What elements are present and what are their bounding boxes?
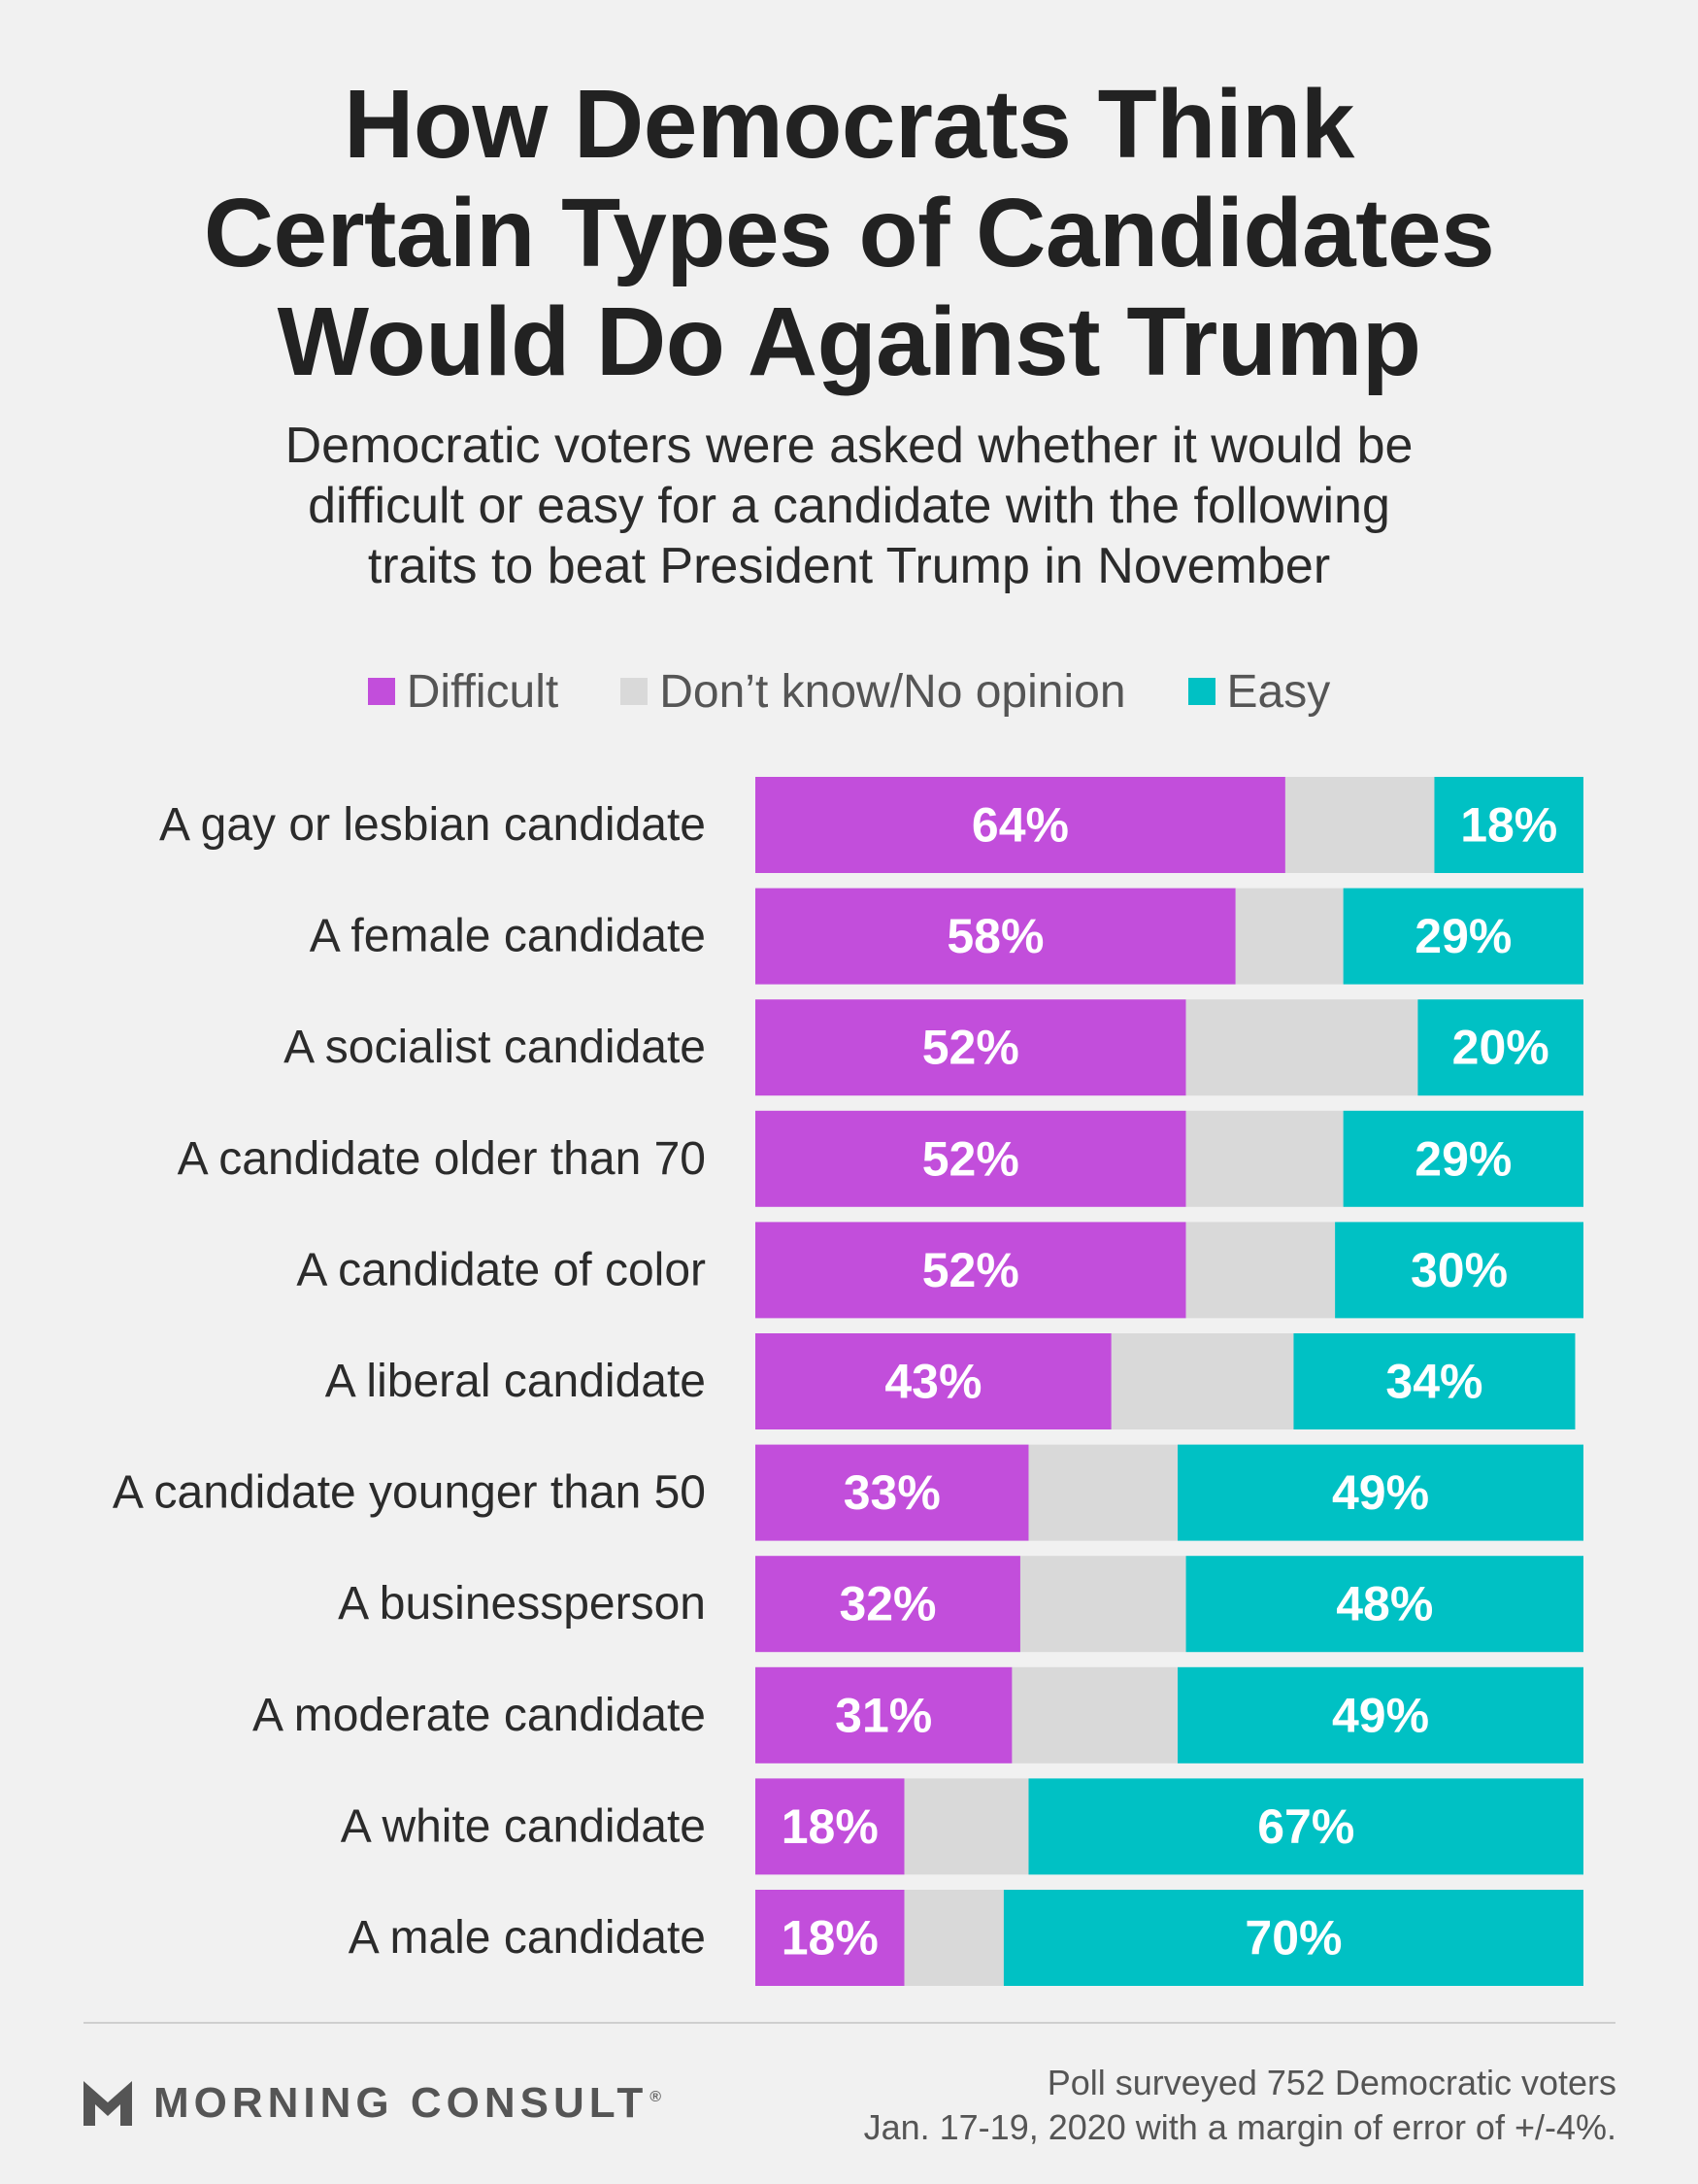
title-line-1: How Democrats Think (344, 70, 1354, 179)
bar-difficult-a-candidate-older-than-70 (755, 1110, 1186, 1207)
bar-difficult-a-candidate-of-color (755, 1222, 1186, 1319)
value-label-difficult-a-candidate-older-than-70: 52% (922, 1131, 1019, 1186)
value-label-difficult-a-socialist-candidate: 52% (922, 1021, 1019, 1075)
bar-easy-a-candidate-of-color (1335, 1222, 1583, 1319)
value-label-difficult-a-female-candidate: 58% (947, 909, 1044, 963)
bar-don-t-know-no-opinion-a-candidate-younger-than-50 (1028, 1444, 1179, 1541)
value-label-difficult-a-liberal-candidate: 43% (884, 1355, 982, 1409)
footer-divider (83, 2022, 1615, 2024)
brand-logo: MORNING CONSULT ® (83, 2074, 666, 2133)
value-label-easy-a-gay-or-lesbian-candidate: 18% (1460, 798, 1557, 853)
bar-easy-a-businessperson (1185, 1556, 1583, 1653)
value-label-difficult-a-moderate-candidate: 31% (835, 1688, 932, 1742)
category-label-a-gay-or-lesbian-candidate: A gay or lesbian candidate (159, 799, 706, 851)
legend-swatch-easy (1187, 678, 1215, 705)
bar-easy-a-candidate-older-than-70 (1343, 1110, 1583, 1207)
bar-difficult-a-white-candidate (755, 1778, 905, 1875)
bar-difficult-a-female-candidate (755, 888, 1236, 985)
legend-label-dont-know: Don’t know/No opinion (659, 665, 1126, 718)
category-label-a-businessperson: A businessperson (338, 1578, 706, 1630)
category-label-a-white-candidate: A white candidate (341, 1800, 706, 1852)
category-label-a-candidate-older-than-70: A candidate older than 70 (178, 1133, 706, 1185)
bar-easy-a-male-candidate (1003, 1890, 1583, 1986)
value-label-difficult-a-gay-or-lesbian-candidate: 64% (972, 798, 1069, 853)
bar-difficult-a-gay-or-lesbian-candidate (755, 777, 1285, 873)
chart-subtitle: Democratic voters were asked whether it … (0, 416, 1698, 596)
value-label-easy-a-candidate-of-color: 30% (1411, 1243, 1508, 1297)
footnote-line-2: Jan. 17-19, 2020 with a margin of error … (863, 2107, 1616, 2147)
footnote: Poll surveyed 752 Democratic voters Jan.… (864, 2061, 1616, 2150)
category-label-a-female-candidate: A female candidate (310, 911, 706, 962)
bar-don-t-know-no-opinion-a-female-candidate (1235, 888, 1344, 985)
brand-name-text: MORNING CONSULT (153, 2079, 649, 2127)
bar-difficult-a-businessperson (755, 1556, 1020, 1653)
legend-label-difficult: Difficult (406, 665, 559, 718)
legend-item-easy: Easy (1187, 665, 1331, 719)
value-label-difficult-a-white-candidate: 18% (782, 1799, 879, 1854)
title-line-3: Would Do Against Trump (277, 287, 1421, 396)
bar-difficult-a-liberal-candidate (755, 1333, 1112, 1429)
category-label-a-candidate-of-color: A candidate of color (296, 1244, 706, 1295)
morning-consult-m-icon (83, 2081, 132, 2126)
category-label-a-liberal-candidate: A liberal candidate (325, 1356, 706, 1407)
value-label-difficult-a-candidate-of-color: 52% (922, 1243, 1019, 1297)
bar-don-t-know-no-opinion-a-white-candidate (904, 1778, 1029, 1875)
value-label-easy-a-liberal-candidate: 34% (1385, 1355, 1482, 1409)
legend-item-dont-know: Don’t know/No opinion (620, 665, 1126, 719)
chart-title: How Democrats Think Certain Types of Can… (0, 70, 1698, 396)
bar-easy-a-liberal-candidate (1293, 1333, 1576, 1429)
category-label-a-socialist-candidate: A socialist candidate (283, 1022, 706, 1073)
registered-mark: ® (649, 2089, 667, 2106)
value-label-easy-a-moderate-candidate: 49% (1332, 1688, 1429, 1742)
value-label-difficult-a-businessperson: 32% (839, 1577, 936, 1631)
legend-item-difficult: Difficult (367, 665, 559, 719)
bar-don-t-know-no-opinion-a-candidate-of-color (1185, 1222, 1336, 1319)
subtitle-line-3: traits to beat President Trump in Novemb… (367, 538, 1331, 594)
value-label-easy-a-businessperson: 48% (1336, 1577, 1433, 1631)
legend-label-easy: Easy (1226, 665, 1331, 718)
bar-easy-a-socialist-candidate (1417, 999, 1583, 1096)
value-label-easy-a-white-candidate: 67% (1257, 1799, 1354, 1854)
bar-easy-a-candidate-younger-than-50 (1178, 1444, 1583, 1541)
legend-swatch-dont-know (620, 678, 649, 705)
brand-name: MORNING CONSULT ® (153, 2079, 666, 2128)
value-label-difficult-a-candidate-younger-than-50: 33% (844, 1465, 941, 1520)
bar-difficult-a-candidate-younger-than-50 (755, 1444, 1029, 1541)
legend-swatch-difficult (367, 678, 395, 705)
bar-easy-a-gay-or-lesbian-candidate (1434, 777, 1583, 873)
category-label-a-male-candidate: A male candidate (349, 1912, 706, 1964)
value-label-easy-a-candidate-older-than-70: 29% (1415, 1131, 1512, 1186)
subtitle-line-2: difficult or easy for a candidate with t… (308, 478, 1390, 534)
bar-don-t-know-no-opinion-a-liberal-candidate (1111, 1333, 1294, 1429)
value-label-easy-a-socialist-candidate: 20% (1452, 1021, 1549, 1075)
value-label-easy-a-male-candidate: 70% (1245, 1911, 1342, 1966)
subtitle-line-1: Democratic voters were asked whether it … (284, 418, 1414, 474)
bar-don-t-know-no-opinion-a-gay-or-lesbian-candidate (1284, 777, 1435, 873)
bar-difficult-a-socialist-candidate (755, 999, 1186, 1096)
legend: Difficult Don’t know/No opinion Easy (0, 660, 1698, 722)
footnote-line-1: Poll surveyed 752 Democratic voters (1047, 2063, 1616, 2102)
category-label-a-moderate-candidate: A moderate candidate (252, 1690, 706, 1741)
value-label-easy-a-candidate-younger-than-50: 49% (1332, 1465, 1429, 1520)
category-label-a-candidate-younger-than-50: A candidate younger than 50 (113, 1467, 706, 1519)
bar-difficult-a-moderate-candidate (755, 1666, 1013, 1764)
value-label-easy-a-female-candidate: 29% (1415, 909, 1512, 963)
bar-don-t-know-no-opinion-a-moderate-candidate (1012, 1666, 1179, 1764)
value-label-difficult-a-male-candidate: 18% (782, 1911, 879, 1966)
bar-easy-a-female-candidate (1343, 888, 1583, 985)
title-line-2: Certain Types of Candidates (203, 179, 1495, 287)
bar-don-t-know-no-opinion-a-socialist-candidate (1185, 999, 1418, 1096)
bar-don-t-know-no-opinion-a-male-candidate (904, 1890, 1004, 1986)
bar-don-t-know-no-opinion-a-businessperson (1019, 1556, 1186, 1653)
bar-difficult-a-male-candidate (755, 1890, 905, 1986)
bar-don-t-know-no-opinion-a-candidate-older-than-70 (1185, 1110, 1344, 1207)
bar-easy-a-white-candidate (1028, 1778, 1583, 1875)
bar-easy-a-moderate-candidate (1178, 1666, 1583, 1764)
